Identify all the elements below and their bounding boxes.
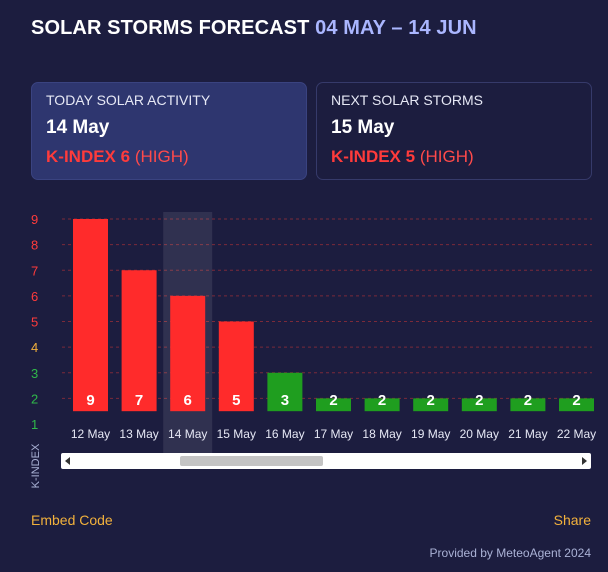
scrollbar-thumb[interactable] (180, 456, 323, 466)
bar-value-label: 2 (329, 392, 337, 409)
today-activity-card: TODAY SOLAR ACTIVITY 14 May K-INDEX 6 (H… (31, 82, 307, 180)
y-tick-label: 1 (31, 417, 38, 432)
scroll-right-icon[interactable] (582, 457, 587, 465)
bar-value-label: 2 (378, 392, 386, 409)
next-card-label: NEXT SOLAR STORMS (331, 92, 483, 108)
next-severity: (HIGH) (419, 147, 474, 166)
bar[interactable] (170, 295, 206, 412)
bar[interactable] (267, 372, 303, 412)
x-tick-label: 16 May (265, 427, 304, 441)
next-storms-card: NEXT SOLAR STORMS 15 May K-INDEX 5 (HIGH… (316, 82, 592, 180)
y-tick-label: 2 (31, 391, 38, 406)
today-severity: (HIGH) (134, 147, 189, 166)
bar-value-label: 7 (135, 392, 143, 409)
y-axis-ticks: 1 2 3 4 5 6 7 8 9 (31, 212, 38, 432)
page-title: SOLAR STORMS FORECAST 04 MAY – 14 JUN (31, 17, 477, 40)
x-tick-label: 18 May (362, 427, 401, 441)
bar-value-label: 9 (86, 392, 94, 409)
y-tick-label: 9 (31, 212, 38, 227)
next-card-date: 15 May (331, 117, 395, 138)
date-range: 04 MAY – 14 JUN (315, 17, 477, 39)
share-link[interactable]: Share (553, 512, 591, 528)
next-card-kindex: K-INDEX 5 (HIGH) (331, 147, 577, 167)
today-card-kindex: K-INDEX 6 (HIGH) (46, 147, 292, 167)
horizontal-scrollbar[interactable] (61, 453, 591, 469)
bar[interactable] (218, 321, 254, 412)
y-tick-label: 5 (31, 315, 38, 330)
bar[interactable] (73, 219, 108, 412)
bar[interactable] (121, 270, 157, 412)
title-text: SOLAR STORMS FORECAST (31, 17, 310, 39)
embed-code-link[interactable]: Embed Code (31, 512, 113, 528)
x-tick-label: 17 May (314, 427, 353, 441)
y-tick-label: 8 (31, 238, 38, 253)
x-tick-label: 14 May (168, 427, 207, 441)
y-tick-label: 3 (31, 366, 38, 381)
today-card-date: 14 May (46, 117, 110, 138)
bar-value-label: 2 (475, 392, 483, 409)
x-axis-ticks: 12 May 13 May 14 May 15 May 16 May 17 May 18 M… (71, 427, 596, 441)
x-tick-label: 15 May (217, 427, 256, 441)
x-tick-label: 22 May (557, 427, 596, 441)
bar-value-label: 5 (232, 392, 240, 409)
bar-value-label: 2 (524, 392, 532, 409)
bar[interactable] (364, 398, 400, 412)
x-tick-label: 19 May (411, 427, 450, 441)
x-tick-label: 12 May (71, 427, 110, 441)
bar[interactable] (510, 398, 546, 412)
today-kindex-value: K-INDEX 6 (46, 147, 131, 166)
bar[interactable] (559, 398, 594, 412)
bar-value-label: 6 (184, 392, 192, 409)
chart-bars: 9 7 6 5 3 2 2 2 2 2 2 (73, 212, 594, 454)
bar-value-label: 2 (427, 392, 435, 409)
y-tick-label: 6 (31, 289, 38, 304)
bar-value-label: 3 (281, 392, 289, 409)
x-tick-label: 13 May (119, 427, 158, 441)
y-tick-label: 4 (31, 340, 38, 355)
provided-by-text: Provided by MeteoAgent 2024 (429, 546, 591, 560)
bar-value-label: 2 (572, 392, 580, 409)
k-index-bar-chart: 1 2 3 4 5 6 7 8 9 9 7 6 5 3 2 2 2 2 2 2 12 May 13 May 14 May… (30, 212, 596, 488)
x-tick-label: 20 May (460, 427, 499, 441)
y-axis-label: K-INDEX (30, 443, 42, 488)
bar[interactable] (316, 398, 351, 412)
y-tick-label: 7 (31, 263, 38, 278)
scroll-left-icon[interactable] (65, 457, 70, 465)
next-kindex-value: K-INDEX 5 (331, 147, 416, 166)
bar[interactable] (461, 398, 497, 412)
x-tick-label: 21 May (508, 427, 547, 441)
today-card-label: TODAY SOLAR ACTIVITY (46, 92, 211, 108)
bar[interactable] (413, 398, 449, 412)
